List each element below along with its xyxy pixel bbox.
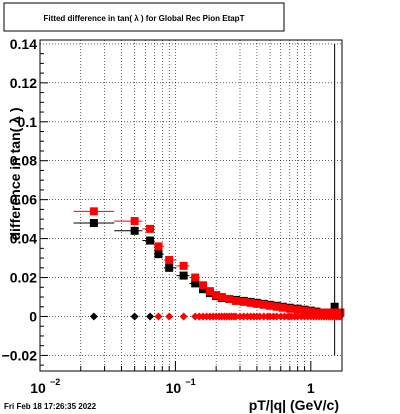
title-frame [3, 2, 285, 32]
x-tick-exponent: −1 [185, 377, 195, 387]
data-point [89, 207, 98, 216]
title-box: Fitted difference in tan( λ ) for Global… [3, 2, 285, 32]
data-point [231, 296, 240, 305]
data-point [212, 291, 221, 300]
data-point [146, 224, 155, 233]
data-point [191, 312, 200, 321]
data-point [154, 250, 163, 259]
y-tick-label: 0.02 [10, 270, 37, 286]
x-tick-label: 1 [307, 380, 315, 396]
plot-frame [39, 39, 343, 372]
data-markers [89, 207, 345, 321]
data-point [225, 294, 234, 303]
x-tick-label: 10 [166, 380, 182, 396]
data-point [154, 312, 163, 321]
data-point [154, 242, 163, 251]
y-tick-label: 0.06 [10, 192, 37, 208]
data-point [306, 307, 315, 316]
data-point [252, 299, 261, 308]
data-point [300, 306, 309, 315]
data-point [205, 287, 214, 296]
x-tick-exponent: −2 [50, 377, 60, 387]
data-point [217, 293, 226, 302]
data-point [179, 312, 188, 321]
y-tick-label: 0 [29, 308, 37, 324]
data-point [330, 302, 339, 311]
y-tick-label: 0.08 [10, 153, 37, 169]
chart-title: Fitted difference in tan( λ ) for Global… [44, 14, 245, 23]
data-point [246, 298, 255, 307]
data-point [272, 302, 281, 311]
x-axis-label: pT/|q| (GeV/c) [249, 397, 339, 413]
timestamp: Fri Feb 18 17:26:35 2022 [4, 402, 97, 411]
data-point [191, 279, 200, 288]
data-point [165, 256, 174, 265]
data-point [255, 312, 264, 321]
y-axis-label: difference in tan( λ ) [7, 107, 23, 240]
y-tick-label: 0.14 [10, 36, 37, 52]
data-point [165, 263, 174, 272]
data-point [89, 219, 98, 228]
x-axis: 10 −2 10 −1 1 [30, 361, 315, 396]
y-tick-label: −0.02 [2, 347, 38, 363]
data-point [146, 312, 155, 321]
y-axis: −0.02 0 0.02 0.04 0.06 0.08 0.1 0.12 0.14 [2, 36, 48, 366]
data-point [191, 273, 200, 282]
data-point [285, 304, 294, 313]
y-tick-label: 0.04 [10, 231, 37, 247]
y-tick-label: 0.12 [10, 75, 37, 91]
data-point [130, 312, 139, 321]
data-point [266, 301, 275, 310]
data-point [259, 300, 268, 309]
y-tick-label: 0.1 [18, 114, 38, 130]
data-point [130, 217, 139, 226]
data-point [272, 312, 281, 321]
x-tick-label: 10 [30, 380, 46, 396]
data-point [179, 271, 188, 280]
data-point [239, 297, 248, 306]
data-point [89, 312, 98, 321]
data-point [165, 312, 174, 321]
data-point [146, 236, 155, 245]
data-point [199, 281, 208, 290]
data-point [179, 261, 188, 270]
data-point [130, 226, 139, 235]
data-point [231, 312, 240, 321]
data-point [293, 305, 302, 314]
data-point [278, 303, 287, 312]
